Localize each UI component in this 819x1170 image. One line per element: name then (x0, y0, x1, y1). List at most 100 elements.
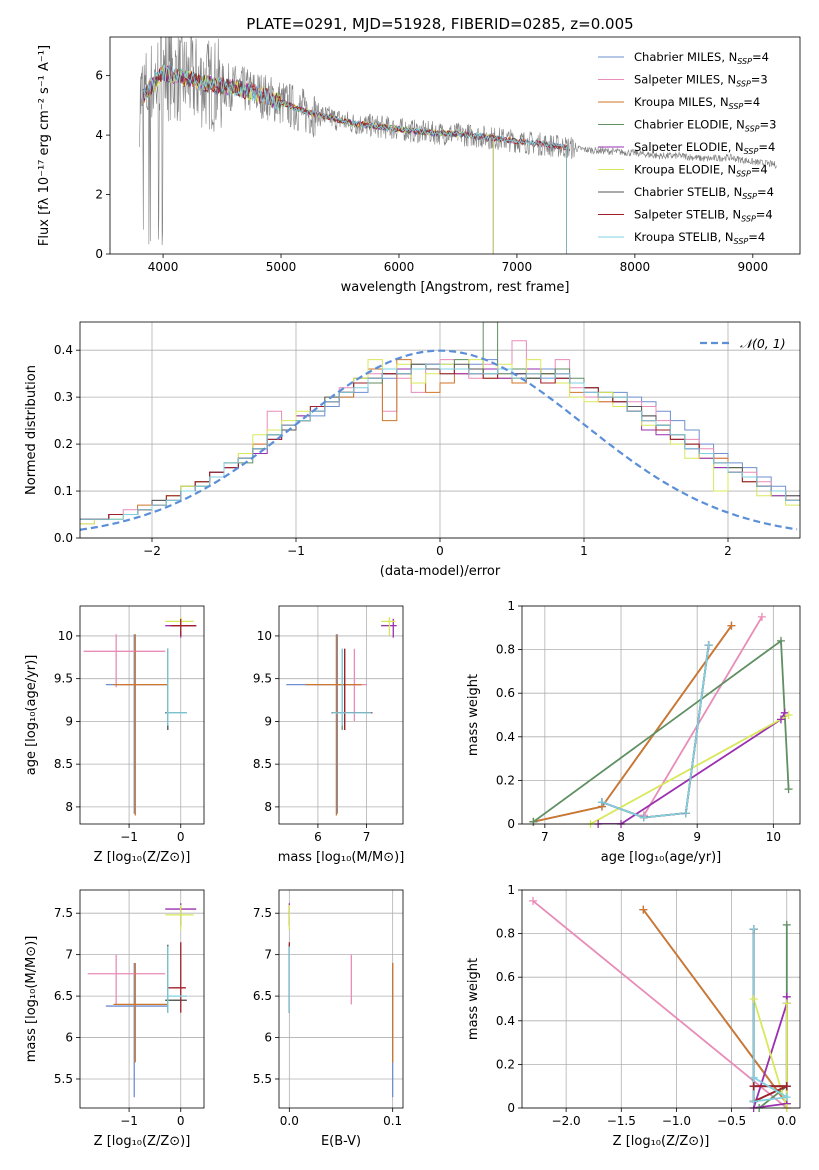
weight-line-8 (752, 929, 790, 1103)
x-tick-label: 9000 (738, 260, 769, 274)
y-tick-label: 6 (65, 1031, 73, 1045)
legend-label-tail: =4 (751, 163, 768, 177)
weight-marker (749, 1073, 758, 1082)
x-tick-label: −1.5 (607, 1114, 636, 1128)
weight-line-8 (601, 645, 710, 819)
y-tick-label: 0.3 (54, 390, 73, 404)
y-tick-label: 8.5 (54, 757, 73, 771)
weight-marker (529, 817, 538, 826)
x-tick-label: 7 (541, 830, 549, 844)
panel-weight_vs_Z: −2.0 −1.5 −1.0 −0.5 0.0 0 0.2 0.4 0.6 0.8 1 Z [log₁… (466, 883, 801, 1149)
x-tick-label: 0 (177, 1114, 185, 1128)
legend-label-4: Salpeter ELODIE, NSSP=4 (634, 140, 775, 156)
y-tick-label: 6.5 (253, 989, 272, 1003)
plot-area (87, 903, 197, 1098)
y-tick-label: 0.6 (496, 970, 515, 984)
weight-marker (639, 905, 648, 914)
plot-area (83, 617, 197, 816)
axes-frame (521, 889, 801, 1109)
y-tick-label: 2 (95, 188, 103, 202)
panel-age_vs_Z: −1 0 8 8.5 9 9.5 10 Z [log₁₀(Z/Z⊙)] age [log₁₀(a… (24, 605, 205, 865)
legend-label-tail: =3 (751, 73, 768, 87)
weight-line-5 (590, 714, 790, 824)
weight-line-3 (532, 639, 790, 823)
x-axis-label: (data-model)/error (380, 564, 501, 579)
y-axis-label: Normed distribution (24, 365, 39, 495)
legend-label-normal: 𝒩(0, 1) (740, 336, 786, 351)
panel-mass_vs_Z: −1 0 5.5 6 6.5 7 7.5 Z [log₁₀(Z/Z⊙)] mass [log₁₀… (24, 889, 205, 1149)
y-tick-label: 7 (264, 948, 272, 962)
legend-label-text: Chabrier STELIB, N (634, 185, 742, 199)
x-axis-label: wavelength [Angstrom, rest frame] (341, 280, 570, 295)
x-axis-label: age [log₁₀(age/yr)] (601, 850, 722, 865)
y-axis-label: mass weight (466, 958, 481, 1040)
x-tick-label: −1.0 (662, 1114, 691, 1128)
y-axis-label: mass weight (466, 674, 481, 756)
axes-frame (79, 605, 205, 825)
x-tick-label: −1 (287, 544, 305, 558)
y-tick-label: 0.4 (54, 343, 73, 357)
axes-frame (79, 889, 205, 1109)
legend-label-sub: SSP (744, 147, 759, 156)
legend-label-text: Kroupa MILES, N (634, 95, 729, 109)
y-tick-label: 10 (257, 629, 272, 643)
panel-residuals: −2 −1 0 1 2 0.0 0.1 0.2 0.3 0.4 (data-model)/error… (24, 321, 801, 579)
x-tick-label: 5000 (266, 260, 297, 274)
legend-label-tail: =4 (756, 208, 773, 222)
weight-marker (776, 715, 785, 724)
y-tick-label: 8 (264, 800, 272, 814)
legend-label-3: Chabrier ELODIE, NSSP=3 (634, 118, 776, 134)
x-axis-label: Z [log₁₀(Z/Z⊙)] (94, 1134, 191, 1149)
weight-marker (782, 920, 791, 929)
weight-marker (749, 925, 758, 934)
y-tick-label: 6 (95, 69, 103, 83)
y-tick-label: 0 (95, 247, 103, 261)
panel-spectrum: 4000 5000 6000 7000 8000 9000 0 2 4 6 wavelength [… (37, 36, 801, 295)
weight-marker (784, 785, 793, 794)
weight-line-0 (533, 625, 733, 823)
x-axis-label: E(B-V) (321, 1134, 361, 1149)
x-tick-label: −1 (120, 1114, 138, 1128)
legend-label-sub: SSP (745, 125, 760, 134)
model-line-3 (148, 64, 494, 254)
legend-label-6: Chabrier STELIB, NSSP=4 (634, 185, 774, 201)
y-tick-label: 8 (65, 800, 73, 814)
y-tick-label: 0.1 (54, 484, 73, 498)
x-axis-label: mass [log₁₀(M/M⊙)] (278, 850, 405, 865)
histogram-8 (80, 363, 800, 520)
x-tick-label: 0.0 (280, 1114, 299, 1128)
plot-area (288, 903, 394, 1098)
figure-title: PLATE=0291, MJD=51928, FIBERID=0285, z=0… (246, 15, 633, 33)
weight-marker (782, 1093, 791, 1102)
plot-area (139, 37, 777, 254)
y-axis-label: mass [log₁₀(M/M⊙)] (24, 936, 39, 1063)
legend-label-tail: =4 (752, 50, 769, 64)
y-tick-label: 6.5 (54, 989, 73, 1003)
legend-label-tail: =4 (757, 185, 774, 199)
x-axis-label: Z [log₁₀(Z/Z⊙)] (94, 850, 191, 865)
weight-marker (639, 813, 648, 822)
weight-marker (749, 1082, 758, 1091)
x-tick-label: −2 (143, 544, 161, 558)
x-tick-label: −2.0 (552, 1114, 581, 1128)
y-tick-label: 7.5 (54, 906, 73, 920)
weight-marker (782, 1082, 791, 1091)
y-tick-label: 8.5 (253, 757, 272, 771)
y-axis-label: Flux [fλ 10⁻¹⁷ erg cm⁻² s⁻¹ A⁻¹] (37, 45, 52, 246)
weight-line-5 (752, 998, 788, 1108)
x-tick-label: 6 (314, 830, 322, 844)
weight-marker (681, 809, 690, 818)
legend-label-1: Salpeter MILES, NSSP=3 (634, 73, 768, 89)
axes-frame (278, 605, 404, 825)
weight-line-1 (643, 616, 763, 816)
histogram-0 (80, 359, 800, 520)
legend-label-0: Chabrier MILES, NSSP=4 (634, 50, 769, 66)
x-tick-label: 8000 (620, 260, 651, 274)
weight-line-2 (642, 909, 788, 1105)
y-tick-label: 7 (65, 948, 73, 962)
legend-label-7: Salpeter STELIB, NSSP=4 (634, 208, 773, 224)
axes-frame (521, 605, 801, 825)
x-tick-label: 8 (617, 830, 625, 844)
weight-line-1 (532, 900, 788, 1108)
